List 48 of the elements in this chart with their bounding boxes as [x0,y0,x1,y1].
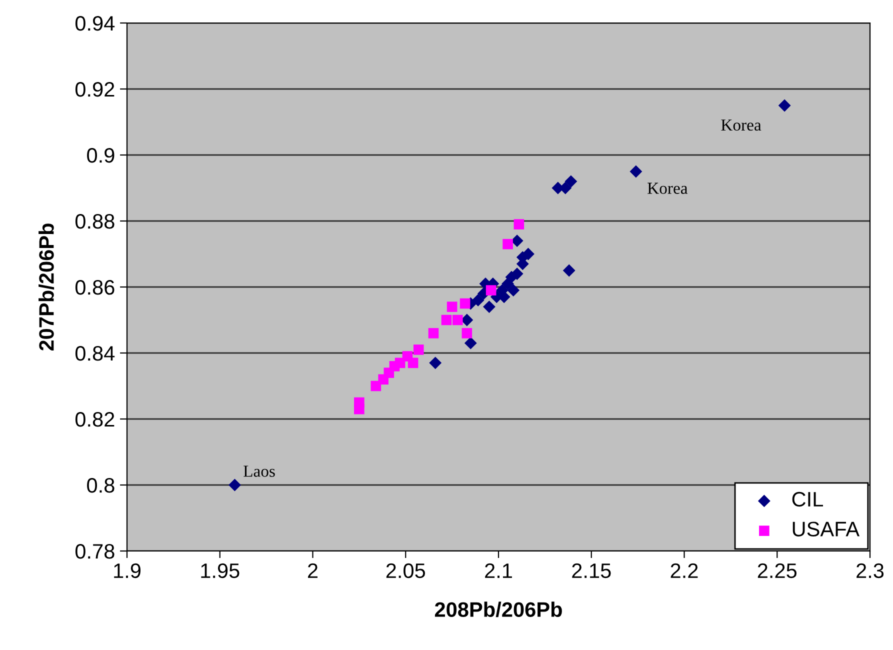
annotation: Korea [721,120,762,131]
point [507,284,520,297]
point [483,300,496,314]
point [486,285,496,296]
point [452,314,463,326]
x-tick-label: 1.95 [201,563,240,578]
point [564,175,578,188]
y-tick-label: 0.9 [87,148,114,163]
point [514,219,524,230]
x-tick-label: 2.25 [758,563,797,578]
point [630,165,642,178]
x-tick-label: 2.2 [670,563,698,578]
point [354,404,364,414]
y-tick-label: 0.8 [87,478,114,493]
point [428,328,439,338]
annotation: Laos [244,466,275,477]
x-tick-label: 2.05 [386,563,426,578]
point [464,336,477,350]
point [446,302,458,312]
x-tick-label: 2 [308,563,318,578]
point [562,264,576,277]
point [441,314,452,326]
y-tick-label: 0.86 [75,280,114,295]
legend-label: CIL [792,492,823,507]
y-tick-label: 0.78 [75,544,114,559]
annotation: Korea [648,182,688,194]
y-axis-title: 207Pb/206Pb [38,224,54,351]
point [472,294,484,306]
point [228,478,241,492]
x-axis-title: 208Pb/206Pb [434,602,562,618]
x-tick-label: 2.1 [485,563,512,578]
legend-label: USAFA [792,522,860,536]
x-tick-label: 2.15 [572,563,611,578]
x-tick-label: 2.3 [856,563,884,578]
point [413,344,424,355]
point [462,328,472,338]
y-tick-label: 0.92 [75,82,114,97]
point [778,99,791,112]
point [460,298,470,309]
y-tick-label: 0.94 [75,16,115,31]
y-tick-label: 0.84 [75,346,115,361]
point [522,248,534,260]
y-tick-label: 0.82 [75,412,114,427]
point [502,238,513,250]
y-tick-label: 0.88 [75,214,114,229]
point [429,356,442,370]
x-tick-label: 1.9 [114,563,140,578]
point [408,358,418,368]
